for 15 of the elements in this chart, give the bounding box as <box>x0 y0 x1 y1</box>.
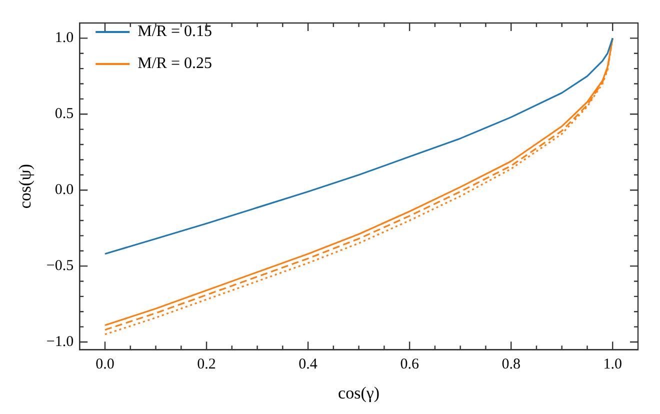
y-tick-label: 1.0 <box>54 30 74 46</box>
legend-label: M/R = 0.25 <box>138 55 212 72</box>
x-tick-label: 0.2 <box>197 356 216 373</box>
x-tick-label: 0.6 <box>400 356 420 373</box>
y-tick-label: −1.0 <box>46 334 74 350</box>
y-axis-title: cos(ψ) <box>16 164 35 209</box>
x-axis-title: cos(γ) <box>338 383 380 402</box>
text: M/R = 0.15 <box>138 23 212 40</box>
y-tick-label: −0.5 <box>46 258 74 274</box>
x-tick-label: 1.0 <box>603 356 622 373</box>
x-tick-label: 0.0 <box>96 356 114 373</box>
x-tick-label: 0.4 <box>298 356 318 373</box>
y-tick-label: 0.0 <box>54 182 74 198</box>
x-tick-label: 0.8 <box>502 356 520 373</box>
y-tick-label: 0.5 <box>54 106 74 122</box>
